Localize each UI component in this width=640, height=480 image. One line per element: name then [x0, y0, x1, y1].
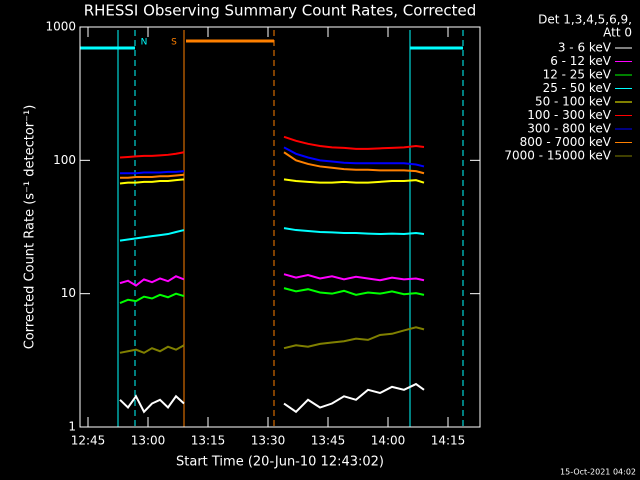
- legend-label: 50 - 100 keV: [535, 95, 612, 109]
- y-tick-label: 10: [61, 286, 76, 300]
- legend-header: Att 0: [603, 26, 632, 40]
- y-axis-label: Corrected Count Rate (s⁻¹ detector⁻¹): [23, 105, 38, 350]
- series-line: [119, 326, 425, 354]
- legend-label: 100 - 300 keV: [527, 108, 611, 122]
- plot-frame: [79, 26, 481, 428]
- legend-label: 800 - 7000 keV: [520, 135, 612, 149]
- y-tick-label: 1: [68, 420, 76, 434]
- legend-label: 25 - 50 keV: [543, 81, 612, 95]
- annotation: S: [171, 38, 177, 48]
- flags: [80, 30, 464, 427]
- chart-title: RHESSI Observing Summary Count Rates, Co…: [84, 2, 477, 20]
- x-tick-label: 13:15: [191, 434, 226, 448]
- y-tick-label: 100: [53, 153, 76, 167]
- x-tick-label: 13:30: [251, 434, 286, 448]
- legend-label: 7000 - 15000 keV: [504, 149, 611, 163]
- series-line: [119, 178, 425, 185]
- x-tick-label: 13:45: [311, 434, 346, 448]
- legend-label: 6 - 12 keV: [550, 54, 612, 68]
- legend-label: 12 - 25 keV: [543, 68, 612, 82]
- x-tick-label: 12:45: [71, 434, 106, 448]
- series-line: [119, 382, 425, 414]
- series-line: [120, 151, 425, 179]
- annotation: N: [141, 38, 148, 48]
- series-line: [119, 135, 425, 159]
- footer: 15-Oct-2021 04:02: [560, 468, 636, 477]
- x-axis-label: Start Time (20-Jun-10 12:43:02): [176, 455, 384, 470]
- series-line: [119, 227, 425, 242]
- legend-label: 3 - 6 keV: [558, 41, 612, 55]
- legend-header: Det 1,3,4,5,6,9,: [538, 13, 632, 27]
- x-tick-label: 14:00: [371, 434, 406, 448]
- x-tick-label: 14:15: [431, 434, 466, 448]
- y-tick-label: 1000: [45, 20, 76, 34]
- series-line: [119, 273, 425, 287]
- series-line: [120, 146, 425, 175]
- series-line: [119, 287, 425, 305]
- x-tick-label: 13:00: [131, 434, 166, 448]
- legend-label: 300 - 800 keV: [527, 122, 611, 136]
